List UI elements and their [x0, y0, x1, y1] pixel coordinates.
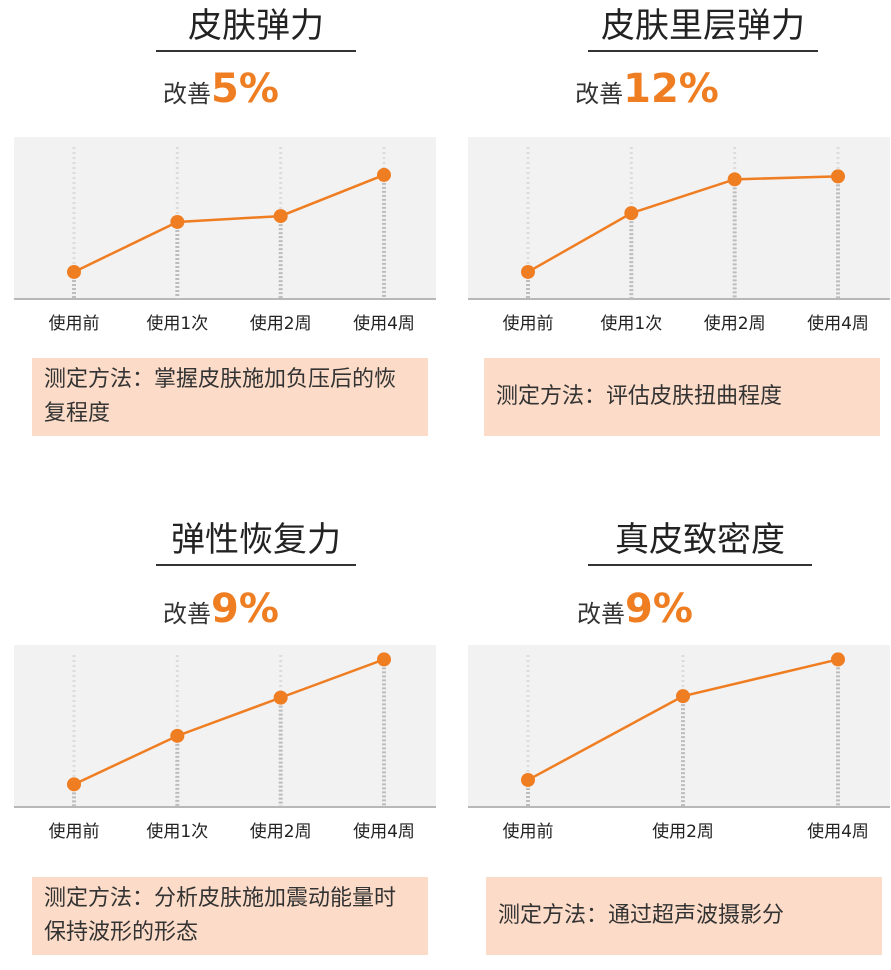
x-tick-label: 使用前	[503, 313, 554, 334]
panel-skin-elasticity: 皮肤弹力 改善5% 使用前 使用1次 使用2周 使用4周 测定方法：掌握皮肤施加负压后…	[6, 0, 436, 470]
method-note: 测定方法：掌握皮肤施加负压后的恢复程度	[32, 358, 428, 436]
panel-deep-skin-elasticity: 皮肤里层弹力 改善12% 使用前 使用1次 使用2周 使用4周 测定方法：评估皮肤扭曲…	[460, 0, 890, 470]
x-tick-label: 使用前	[503, 821, 554, 842]
x-tick-label: 使用1次	[146, 313, 208, 334]
x-tick-label: 使用前	[49, 313, 100, 334]
method-text: 测定方法：通过超声波摄影分	[498, 903, 785, 928]
method-text: 测定方法：评估皮肤扭曲程度	[496, 384, 783, 409]
improvement-label: 改善	[577, 600, 626, 628]
data-point	[67, 264, 81, 279]
chart-background	[468, 645, 890, 807]
method-text: 测定方法：分析皮肤施加震动能量时保持波形的形态	[44, 886, 397, 945]
chart-background	[14, 137, 436, 299]
improvement-label: 改善	[575, 80, 624, 108]
data-point	[676, 689, 690, 704]
improvement-value: 5%	[211, 66, 279, 112]
x-tick-label: 使用4周	[353, 313, 415, 334]
x-tick-label: 使用2周	[250, 313, 312, 334]
improvement-label: 改善	[163, 600, 212, 628]
x-tick-label: 使用1次	[600, 313, 662, 334]
improvement: 改善12%	[432, 66, 862, 112]
x-tick-label: 使用4周	[353, 821, 415, 842]
line-chart: 使用前 使用2周 使用4周	[468, 645, 891, 845]
series-line	[73, 658, 385, 786]
panel-title: 皮肤弹力	[156, 4, 356, 52]
data-point	[377, 167, 391, 182]
panel-title: 真皮致密度	[588, 518, 812, 566]
improvement-value: 9%	[625, 586, 693, 632]
improvement: 改善9%	[6, 586, 436, 632]
improvement: 改善9%	[420, 586, 850, 632]
improvement: 改善5%	[6, 66, 436, 112]
x-tick-label: 使用2周	[250, 821, 312, 842]
x-tick-label: 使用4周	[807, 313, 869, 334]
improvement-value: 9%	[211, 586, 279, 632]
series-line	[73, 173, 385, 274]
chart-background	[468, 137, 890, 299]
chart-svg: 使用前 使用2周 使用4周	[468, 645, 890, 842]
x-tick-label: 使用1次	[146, 821, 208, 842]
data-point	[377, 652, 391, 667]
chart-svg: 使用前 使用1次 使用2周 使用4周	[14, 645, 436, 842]
data-point	[67, 777, 81, 792]
data-point	[831, 169, 845, 184]
panel-elastic-recovery: 弹性恢复力 改善9% 使用前 使用1次 使用2周 使用4周 测定方法：分析皮肤施加震动…	[6, 500, 436, 970]
chart-svg: 使用前 使用1次 使用2周 使用4周	[14, 137, 436, 334]
panel-title: 皮肤里层弹力	[588, 4, 818, 52]
improvement-value: 12%	[623, 66, 719, 112]
data-point	[727, 172, 742, 187]
series-line	[527, 175, 839, 274]
data-point	[521, 264, 535, 279]
method-text: 测定方法：掌握皮肤施加负压后的恢复程度	[44, 367, 397, 426]
data-point	[170, 214, 185, 229]
data-point	[170, 728, 185, 743]
method-note: 测定方法：通过超声波摄影分	[486, 877, 882, 955]
line-chart: 使用前 使用1次 使用2周 使用4周	[468, 137, 891, 337]
method-note: 测定方法：评估皮肤扭曲程度	[484, 358, 880, 436]
method-note: 测定方法：分析皮肤施加震动能量时保持波形的形态	[32, 877, 428, 955]
data-point	[624, 206, 639, 221]
panel-dermis-density: 真皮致密度 改善9% 使用前 使用2周 使用4周 测定方法：通过超声波摄影分	[460, 500, 890, 970]
x-tick-label: 使用2周	[652, 821, 714, 842]
data-point	[273, 690, 288, 705]
data-point	[521, 772, 535, 787]
line-chart: 使用前 使用1次 使用2周 使用4周	[14, 645, 440, 845]
x-tick-label: 使用前	[49, 821, 100, 842]
chart-svg: 使用前 使用1次 使用2周 使用4周	[468, 137, 890, 334]
line-chart: 使用前 使用1次 使用2周 使用4周	[14, 137, 440, 337]
data-point	[831, 652, 845, 667]
panel-title: 弹性恢复力	[156, 518, 356, 566]
improvement-label: 改善	[163, 80, 212, 108]
x-tick-label: 使用2周	[704, 313, 766, 334]
data-point	[273, 209, 288, 224]
x-tick-label: 使用4周	[807, 821, 869, 842]
